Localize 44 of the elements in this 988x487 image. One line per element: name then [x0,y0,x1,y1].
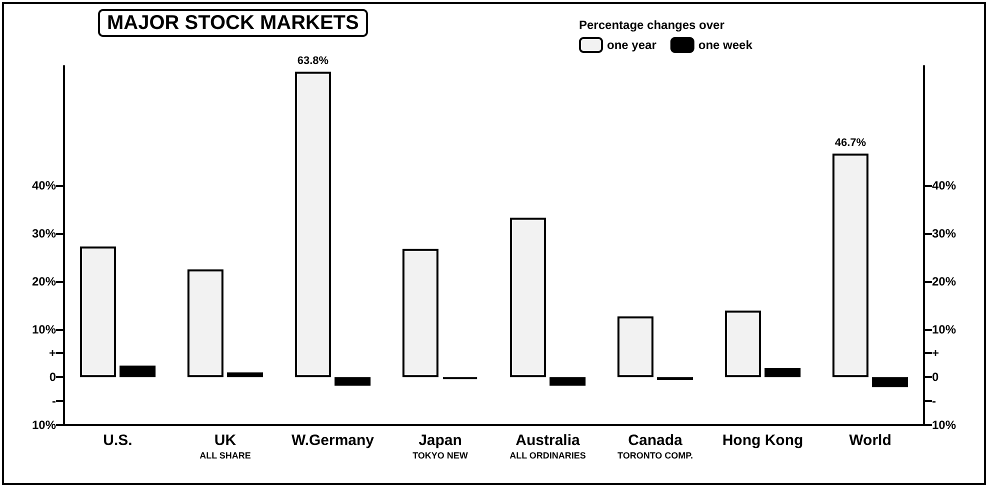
y-tick-label: - [52,394,56,408]
y2-tick-label: 10% [932,418,956,432]
x-tick-label: Hong Kong [722,432,804,449]
bar [832,154,868,378]
y-tick-label: 40% [32,178,56,193]
x-tick-label: U.S. [103,432,132,449]
x-tick-label: Canada TORONTO COMP. [617,432,694,460]
y-tick-label: + [48,346,56,360]
bar [872,377,908,388]
bar [294,72,331,378]
bar [187,269,224,378]
x-tick-label: W.Germany [291,432,375,449]
bar [617,316,654,378]
legend-label: one year [607,38,657,52]
y-tick-label: 20% [32,274,56,288]
data-label: 63.8% [297,55,329,68]
data-label: 46.7% [834,137,866,150]
x-tick-label: World [849,432,892,449]
y-tick-label: 10% [32,418,56,432]
y-tick-label: 0 [49,370,56,384]
legend-title: Percentage changes over [579,18,725,32]
y2-tick-label: 0 [932,370,939,384]
y2-tick-label: - [932,394,936,408]
bar [120,366,156,378]
y-tick-label: 30% [32,226,56,241]
y2-tick-label: + [932,346,940,360]
bar [80,246,116,378]
bar [402,248,438,378]
y2-tick-label: 40% [932,178,956,193]
chart-title: MAJOR STOCK MARKETS [107,12,359,34]
bar [764,368,801,378]
x-tick-label: Australia ALL ORDINARIES [510,432,586,460]
y-tick-label: 10% [32,322,56,336]
y2-tick-label: 30% [932,226,956,241]
bar [227,372,264,378]
bar [334,377,371,386]
bar [550,377,586,386]
x-tick-label: Japan TOKYO NEW [412,432,468,460]
bar [510,218,546,378]
legend-label: one week [698,38,753,52]
x-tick-label: UK ALL SHARE [200,432,251,460]
y2-tick-label: 10% [932,322,956,336]
y2-tick-label: 20% [932,274,956,288]
bar [724,310,761,378]
